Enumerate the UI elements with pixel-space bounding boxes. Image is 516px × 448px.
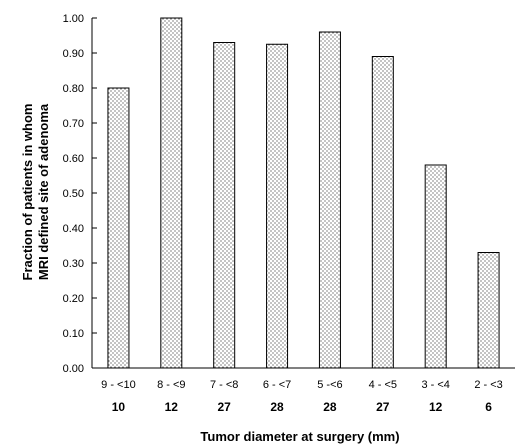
x-axis-title: Tumor diameter at surgery (mm) xyxy=(200,429,399,444)
x-category-label: 6 - <7 xyxy=(263,379,291,391)
x-count-label: 27 xyxy=(218,400,232,414)
x-count-label: 28 xyxy=(270,400,284,414)
y-tick-label: 0.70 xyxy=(63,118,84,130)
bar xyxy=(213,42,236,369)
bar xyxy=(477,252,500,369)
y-axis-title-line-2: MRI defined site of adenoma xyxy=(36,103,51,280)
bar xyxy=(318,31,341,369)
x-category-label: 7 - <8 xyxy=(210,379,238,391)
x-count-label: 12 xyxy=(429,400,443,414)
bar xyxy=(266,43,289,369)
bar xyxy=(160,17,183,369)
y-tick-label: 1.00 xyxy=(63,13,84,25)
x-category-label: 8 - <9 xyxy=(157,379,185,391)
y-tick-label: 0.40 xyxy=(63,223,84,235)
x-count-label: 27 xyxy=(376,400,390,414)
y-axis-title: Fraction of patients in whom MRI defined… xyxy=(20,103,51,280)
bars xyxy=(107,17,500,369)
y-axis-title-line-1: Fraction of patients in whom xyxy=(20,104,35,281)
y-tick-label: 0.30 xyxy=(63,258,84,270)
x-count-label: 12 xyxy=(165,400,179,414)
y-tick-label: 0.00 xyxy=(63,363,84,375)
x-count-label: 6 xyxy=(485,400,492,414)
bar xyxy=(107,87,130,369)
y-tick-label: 0.90 xyxy=(63,48,84,60)
x-category-labels: 9 - <10 8 - <9 7 - <8 6 - <7 5 -<6 4 - <5 3 - … xyxy=(101,379,503,391)
y-axis-ticks: 0.00 0.10 0.20 0.30 0.40 0.50 0.60 0.70 0.80 0.90… xyxy=(63,13,97,375)
x-category-label: 3 - <4 xyxy=(421,379,449,391)
y-tick-label: 0.60 xyxy=(63,153,84,165)
y-tick-label: 0.80 xyxy=(63,83,84,95)
x-category-label: 4 - <5 xyxy=(369,379,397,391)
bar xyxy=(424,164,447,369)
y-tick-label: 0.50 xyxy=(63,188,84,200)
x-count-label: 28 xyxy=(323,400,337,414)
x-count-labels: 10 12 27 28 28 27 12 6 xyxy=(112,400,492,414)
x-category-label: 2 - <3 xyxy=(474,379,502,391)
x-category-label: 5 -<6 xyxy=(317,379,342,391)
x-count-label: 10 xyxy=(112,400,126,414)
y-tick-label: 0.20 xyxy=(63,293,84,305)
bar xyxy=(371,56,394,369)
x-category-label: 9 - <10 xyxy=(101,379,136,391)
y-tick-label: 0.10 xyxy=(63,328,84,340)
